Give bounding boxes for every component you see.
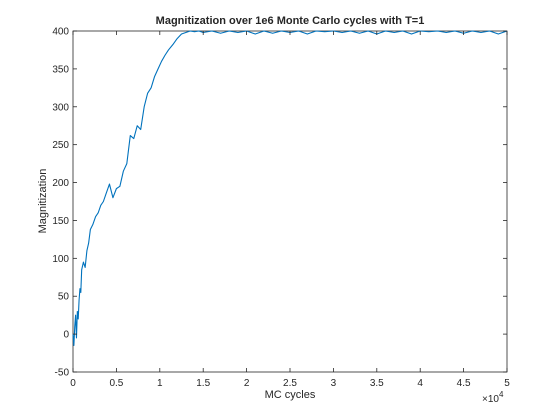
y-tick-label: 300 <box>52 102 69 113</box>
x-axis-exponent-base: ×10 <box>482 394 499 405</box>
y-tick-label: 150 <box>52 216 69 227</box>
x-axis-exponent: ×104 <box>482 390 504 405</box>
y-tick-label: 400 <box>52 27 69 38</box>
x-tick-label: 0.5 <box>109 378 123 389</box>
chart-title: Magnitization over 1e6 Monte Carlo cycle… <box>156 15 425 27</box>
plot-area <box>72 30 508 373</box>
x-tick-label: 4 <box>417 378 423 389</box>
x-tick-label: 0 <box>70 378 76 389</box>
series-line <box>72 30 508 347</box>
y-tick-label: 100 <box>52 254 69 265</box>
ticks-layer: 0 0.5 1 1.5 2 2.5 3 3.5 4 4.5 5-500501001502002503… <box>52 27 510 390</box>
y-tick-label: -50 <box>55 368 70 379</box>
x-tick-label: 5 <box>504 378 510 389</box>
y-tick-label: 250 <box>52 140 69 151</box>
x-tick-label: 1 <box>157 378 163 389</box>
x-tick-label: 2.5 <box>283 378 297 389</box>
y-tick-label: 50 <box>58 292 70 303</box>
x-tick-label: 4.5 <box>457 378 471 389</box>
series-layer <box>72 30 508 347</box>
x-tick-label: 2 <box>244 378 250 389</box>
x-axis-label: MC cycles <box>265 389 316 401</box>
y-axis-label: Magnitization <box>37 169 49 234</box>
x-tick-label: 1.5 <box>196 378 210 389</box>
y-tick-label: 350 <box>52 64 69 75</box>
y-tick-label: 200 <box>52 178 69 189</box>
x-tick-label: 3.5 <box>370 378 384 389</box>
x-axis-exponent-power: 4 <box>499 390 504 399</box>
x-tick-label: 3 <box>331 378 337 389</box>
y-tick-label: 0 <box>63 330 69 341</box>
